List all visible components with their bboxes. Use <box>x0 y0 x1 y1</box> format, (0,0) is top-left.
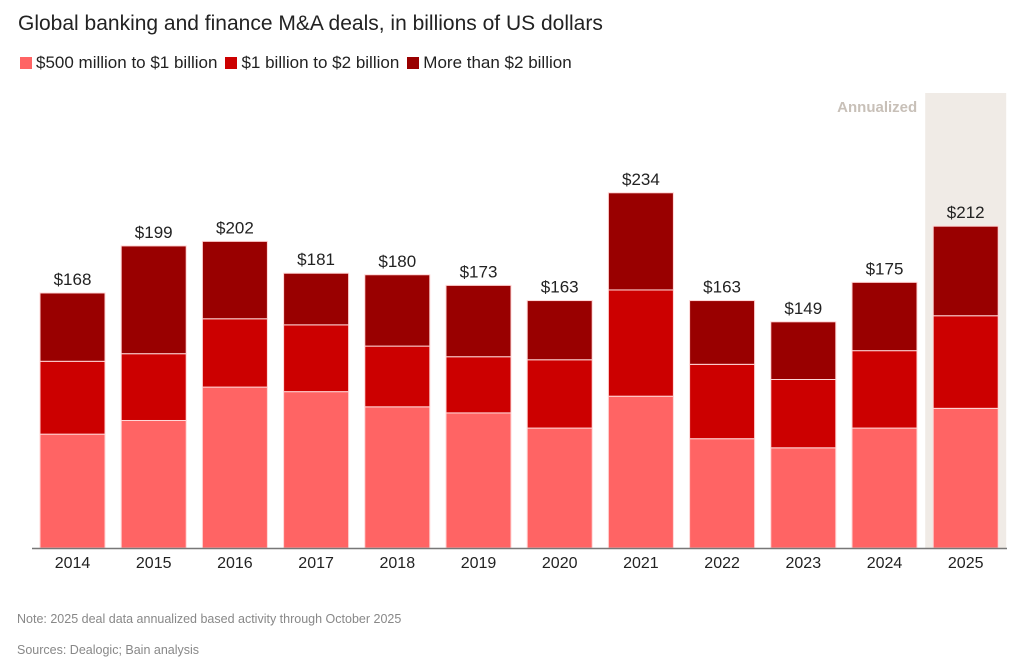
bar-segment-1b-2b <box>364 345 431 408</box>
bar-segment-1b-2b <box>445 356 512 414</box>
total-label: $163 <box>703 278 741 297</box>
bar-segment-over-2b <box>526 300 593 361</box>
bar-segment-1b-2b <box>851 350 918 429</box>
legend-swatch <box>225 57 238 69</box>
total-label: $181 <box>297 250 335 269</box>
x-tick-label: 2015 <box>136 555 172 572</box>
total-label: $173 <box>460 262 498 281</box>
bar-segment-over-2b <box>851 281 918 352</box>
bar-group-2021 <box>607 192 674 549</box>
legend-label: $500 million to $1 billion <box>36 53 218 72</box>
total-label: $175 <box>866 259 904 278</box>
bar-group-2025 <box>932 225 999 549</box>
footnote: Note: 2025 deal data annualized based ac… <box>17 612 402 626</box>
bar-segment-1b-2b <box>201 318 268 388</box>
legend-label: $1 billion to $2 billion <box>241 53 400 72</box>
x-tick-label: 2014 <box>55 555 91 572</box>
bar-group-2022 <box>689 300 756 549</box>
legend-item-over-2b: More than $2 billion <box>407 53 572 73</box>
total-label: $168 <box>54 270 92 289</box>
bar-segment-over-2b <box>932 225 999 317</box>
bar-segment-500m-1b <box>39 433 106 549</box>
total-label: $202 <box>216 218 254 237</box>
bar-segment-500m-1b <box>364 406 431 549</box>
source-note: Sources: Dealogic; Bain analysis <box>17 643 200 657</box>
legend-item-500m-1b: $500 million to $1 billion <box>20 53 217 73</box>
bar-segment-500m-1b <box>526 427 593 549</box>
total-label: $163 <box>541 278 579 297</box>
legend-swatch <box>407 57 420 69</box>
bar-segment-over-2b <box>120 245 187 355</box>
x-tick-label: 2025 <box>948 555 984 572</box>
stacked-bar-chart: Annualized $168 2014 $199 2015 $202 2016 $181 20… <box>32 93 1007 572</box>
bar-segment-1b-2b <box>120 353 187 421</box>
legend-swatch <box>20 57 32 69</box>
total-label: $212 <box>947 203 985 222</box>
bar-segment-500m-1b <box>120 419 187 549</box>
bar-segment-500m-1b <box>851 427 918 549</box>
bar-group-2016 <box>201 240 268 549</box>
x-tick-label: 2018 <box>380 555 416 572</box>
legend-label: More than $2 billion <box>423 53 572 72</box>
bar-segment-500m-1b <box>932 407 999 549</box>
bar-group-2019 <box>445 284 512 549</box>
bar-segment-1b-2b <box>607 289 674 397</box>
bar-segment-over-2b <box>445 284 512 358</box>
bar-group-2018 <box>364 274 431 549</box>
x-tick-label: 2021 <box>623 555 659 572</box>
bar-segment-1b-2b <box>932 315 999 409</box>
bar-segment-over-2b <box>770 321 837 381</box>
bar-group-2020 <box>526 300 593 549</box>
bar-group-2023 <box>770 321 837 549</box>
x-tick-label: 2023 <box>786 555 822 572</box>
x-tick-label: 2019 <box>461 555 497 572</box>
bar-segment-over-2b <box>607 192 674 291</box>
bar-segment-over-2b <box>689 300 756 365</box>
total-label: $149 <box>784 299 822 318</box>
annualized-label: Annualized <box>837 99 917 116</box>
bar-segment-1b-2b <box>689 363 756 440</box>
x-tick-label: 2022 <box>704 555 740 572</box>
bar-segment-1b-2b <box>39 360 106 435</box>
x-tick-label: 2016 <box>217 555 253 572</box>
x-tick-label: 2024 <box>867 555 903 572</box>
total-label: $199 <box>135 223 173 242</box>
bar-segment-1b-2b <box>526 359 593 429</box>
bar-segment-1b-2b <box>283 324 350 393</box>
bar-segment-over-2b <box>364 274 431 347</box>
bar-segment-500m-1b <box>607 395 674 549</box>
bar-segment-500m-1b <box>689 438 756 549</box>
bar-segment-over-2b <box>201 240 268 320</box>
bar-segment-500m-1b <box>201 386 268 549</box>
x-tick-label: 2017 <box>298 555 334 572</box>
legend: $500 million to $1 billion $1 billion to… <box>20 53 572 73</box>
bar-segment-1b-2b <box>770 379 837 449</box>
x-tick-label: 2020 <box>542 555 578 572</box>
total-label: $234 <box>622 170 660 189</box>
bar-group-2015 <box>120 245 187 549</box>
total-label: $180 <box>378 252 416 271</box>
bar-segment-500m-1b <box>445 412 512 549</box>
bar-segment-500m-1b <box>283 391 350 549</box>
bar-group-2024 <box>851 281 918 549</box>
bar-segment-over-2b <box>283 272 350 326</box>
bar-group-2014 <box>39 292 106 549</box>
bar-segment-over-2b <box>39 292 106 362</box>
bar-segment-500m-1b <box>770 447 837 549</box>
chart-title: Global banking and finance M&A deals, in… <box>18 12 603 35</box>
legend-item-1b-2b: $1 billion to $2 billion <box>225 53 399 73</box>
bar-group-2017 <box>283 272 350 549</box>
